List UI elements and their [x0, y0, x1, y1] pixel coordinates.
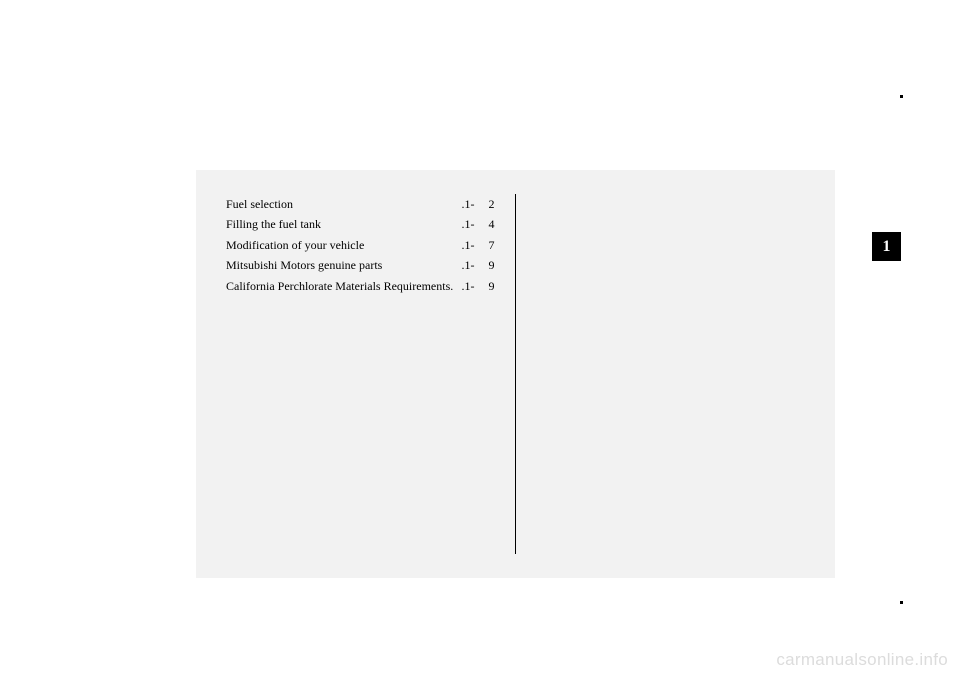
- toc-prefix: .1-: [460, 214, 475, 234]
- toc-prefix: .1-: [460, 276, 475, 296]
- two-column-layout: Fuel selection .1- 2 Filling the fuel ta…: [226, 194, 805, 554]
- toc-title: Fuel selection: [226, 194, 293, 214]
- toc-entry: Mitsubishi Motors genuine parts .1- 9: [226, 255, 495, 275]
- section-tab: 1: [872, 232, 901, 261]
- toc-page: 7: [475, 235, 495, 255]
- left-column: Fuel selection .1- 2 Filling the fuel ta…: [226, 194, 516, 554]
- toc-page: 4: [475, 214, 495, 234]
- watermark-text: carmanualsonline.info: [776, 650, 948, 670]
- toc-page: 2: [475, 194, 495, 214]
- content-box: Fuel selection .1- 2 Filling the fuel ta…: [196, 170, 835, 578]
- toc-prefix: .1-: [460, 235, 475, 255]
- toc-page: 9: [475, 255, 495, 275]
- toc-title: Modification of your vehicle: [226, 235, 364, 255]
- toc-page: 9: [475, 276, 495, 296]
- toc-entry: Modification of your vehicle .1- 7: [226, 235, 495, 255]
- toc-title: California Perchlorate Materials Require…: [226, 276, 453, 296]
- crop-mark-top-right: [900, 95, 903, 98]
- right-column: [516, 194, 806, 554]
- toc-prefix: .1-: [460, 194, 475, 214]
- toc-title: Mitsubishi Motors genuine parts: [226, 255, 382, 275]
- crop-mark-bottom-right: [900, 601, 903, 604]
- toc-entry: Filling the fuel tank .1- 4: [226, 214, 495, 234]
- toc-entry: California Perchlorate Materials Require…: [226, 276, 495, 296]
- toc-title: Filling the fuel tank: [226, 214, 321, 234]
- toc-prefix: .1-: [460, 255, 475, 275]
- toc-entry: Fuel selection .1- 2: [226, 194, 495, 214]
